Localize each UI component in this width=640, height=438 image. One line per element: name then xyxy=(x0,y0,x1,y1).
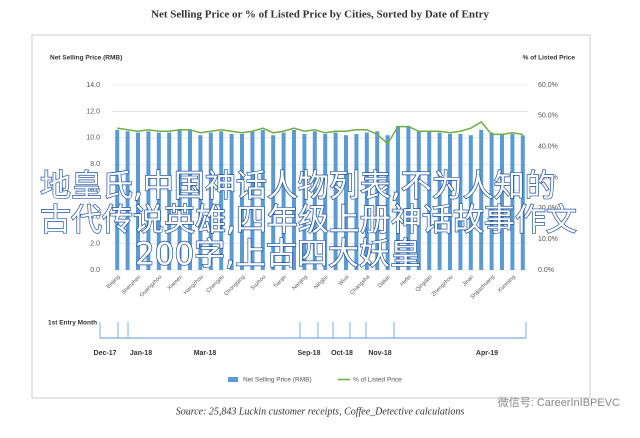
bar xyxy=(260,129,265,270)
bar xyxy=(448,133,452,270)
timeline-label: Oct-18 xyxy=(331,350,353,357)
x-tick-label: Tianjin xyxy=(272,274,288,290)
bar xyxy=(396,125,400,270)
x-tick-label: Jinan xyxy=(462,274,476,288)
bar xyxy=(437,132,442,270)
bar xyxy=(416,131,421,270)
x-tick-label: Chengdu xyxy=(206,274,226,294)
legend-swatch xyxy=(228,377,238,382)
x-tick-label: Nanjing xyxy=(291,274,308,291)
legend-label: % of Listed Price xyxy=(353,377,402,384)
bar xyxy=(500,133,504,270)
bar xyxy=(489,132,494,270)
x-tick-label: Kunming xyxy=(497,274,517,294)
bar xyxy=(115,129,120,270)
bar xyxy=(271,135,276,270)
bar xyxy=(385,135,390,270)
y-tick-label: 10.0 xyxy=(86,135,100,142)
x-tick-label: Xiamen xyxy=(167,274,184,291)
bar xyxy=(229,133,234,270)
y2-tick-label: 40.0% xyxy=(538,144,558,151)
bar xyxy=(344,135,348,270)
y2-tick-label: 30.0% xyxy=(538,174,558,181)
timeline-label: Apr-19 xyxy=(476,350,498,357)
x-tick-label: Changsha xyxy=(349,274,372,297)
x-tick-label: Zhengzhou xyxy=(431,274,455,298)
bar xyxy=(292,129,296,270)
bar xyxy=(136,132,140,270)
bar xyxy=(146,131,151,270)
bar xyxy=(240,133,244,270)
y-tick-label: 8.0 xyxy=(90,161,100,168)
x-tick-label: Qingdao xyxy=(415,274,434,293)
bar xyxy=(188,129,192,270)
y2-tick-label: 10.0% xyxy=(538,236,558,243)
timeline-label: Sep-18 xyxy=(298,350,321,357)
y2-tick-label: 50.0% xyxy=(538,113,558,120)
bar xyxy=(302,133,307,270)
y2-axis-title: % of Listed Price xyxy=(523,55,576,62)
bar xyxy=(208,132,213,270)
bar xyxy=(375,131,380,270)
timeline-label: Nov-18 xyxy=(368,350,391,357)
y-tick-label: 12.0 xyxy=(86,108,100,115)
x-tick-label: Beijing xyxy=(106,274,122,290)
chart-title: Net Selling Price or % of Listed Price b… xyxy=(151,9,489,21)
timeline-label: Jan-18 xyxy=(130,350,152,357)
x-tick-label: Wuxi xyxy=(338,274,351,287)
bar xyxy=(125,131,130,270)
y-tick-label: 14.0 xyxy=(86,82,100,89)
bar xyxy=(323,133,328,270)
bar xyxy=(281,132,286,270)
bar xyxy=(510,133,515,270)
overlay-text: 古代传说英雄,四年级上册神话故事作文 xyxy=(40,203,577,239)
x-tick-label: Hangzhou xyxy=(183,274,205,296)
bar xyxy=(167,132,172,270)
x-tick-label: Hefei xyxy=(400,274,413,287)
bar xyxy=(458,133,463,270)
bar xyxy=(479,129,484,270)
y-tick-label: 2.0 xyxy=(90,240,100,247)
y-tick-label: 4.0 xyxy=(90,214,100,221)
bar xyxy=(406,125,411,270)
y-axis-title: Net Selling Price (RMB) xyxy=(50,55,122,62)
bar xyxy=(364,132,369,270)
source: Source: 25,843 Luckin customer receipts,… xyxy=(176,406,465,417)
overlay-text: 200字,上古四大妖皇 xyxy=(135,237,421,273)
line xyxy=(117,121,523,145)
frame xyxy=(31,34,591,399)
y2-tick-label: 60.0% xyxy=(538,82,558,89)
x-tick-label: Chongqing xyxy=(223,274,246,297)
timeline-label: Mar-18 xyxy=(194,350,217,357)
y-tick-label: 6.0 xyxy=(90,188,100,195)
bar xyxy=(219,131,224,270)
bar xyxy=(177,129,182,270)
y-tick-label: 0.0 xyxy=(90,267,100,274)
y2-tick-label: 20.0% xyxy=(538,205,558,212)
bar xyxy=(250,131,255,270)
timeline-title: 1st Entry Month xyxy=(48,320,97,327)
bar xyxy=(354,133,359,270)
y2-tick-label: 0.0% xyxy=(538,267,554,274)
bar xyxy=(333,132,338,270)
overlay-text: 地皇氏,中国神话人物列表,不为人知的 xyxy=(40,169,556,205)
watermark: 微信号: CareerInIBPEVC xyxy=(498,395,620,409)
bar xyxy=(520,135,525,270)
x-tick-label: Ningbo xyxy=(313,274,330,291)
bar xyxy=(427,131,432,270)
bar xyxy=(312,131,317,270)
x-tick-label: Guangzhou xyxy=(139,274,163,298)
legend-label: Net Selling Price (RMB) xyxy=(243,377,312,384)
bar xyxy=(468,135,473,270)
x-tick-label: Suzhou xyxy=(250,274,267,291)
bar xyxy=(198,135,203,270)
bar xyxy=(156,132,161,270)
timeline-label: Dec-17 xyxy=(94,350,117,357)
x-tick-label: Dalian xyxy=(377,274,392,289)
